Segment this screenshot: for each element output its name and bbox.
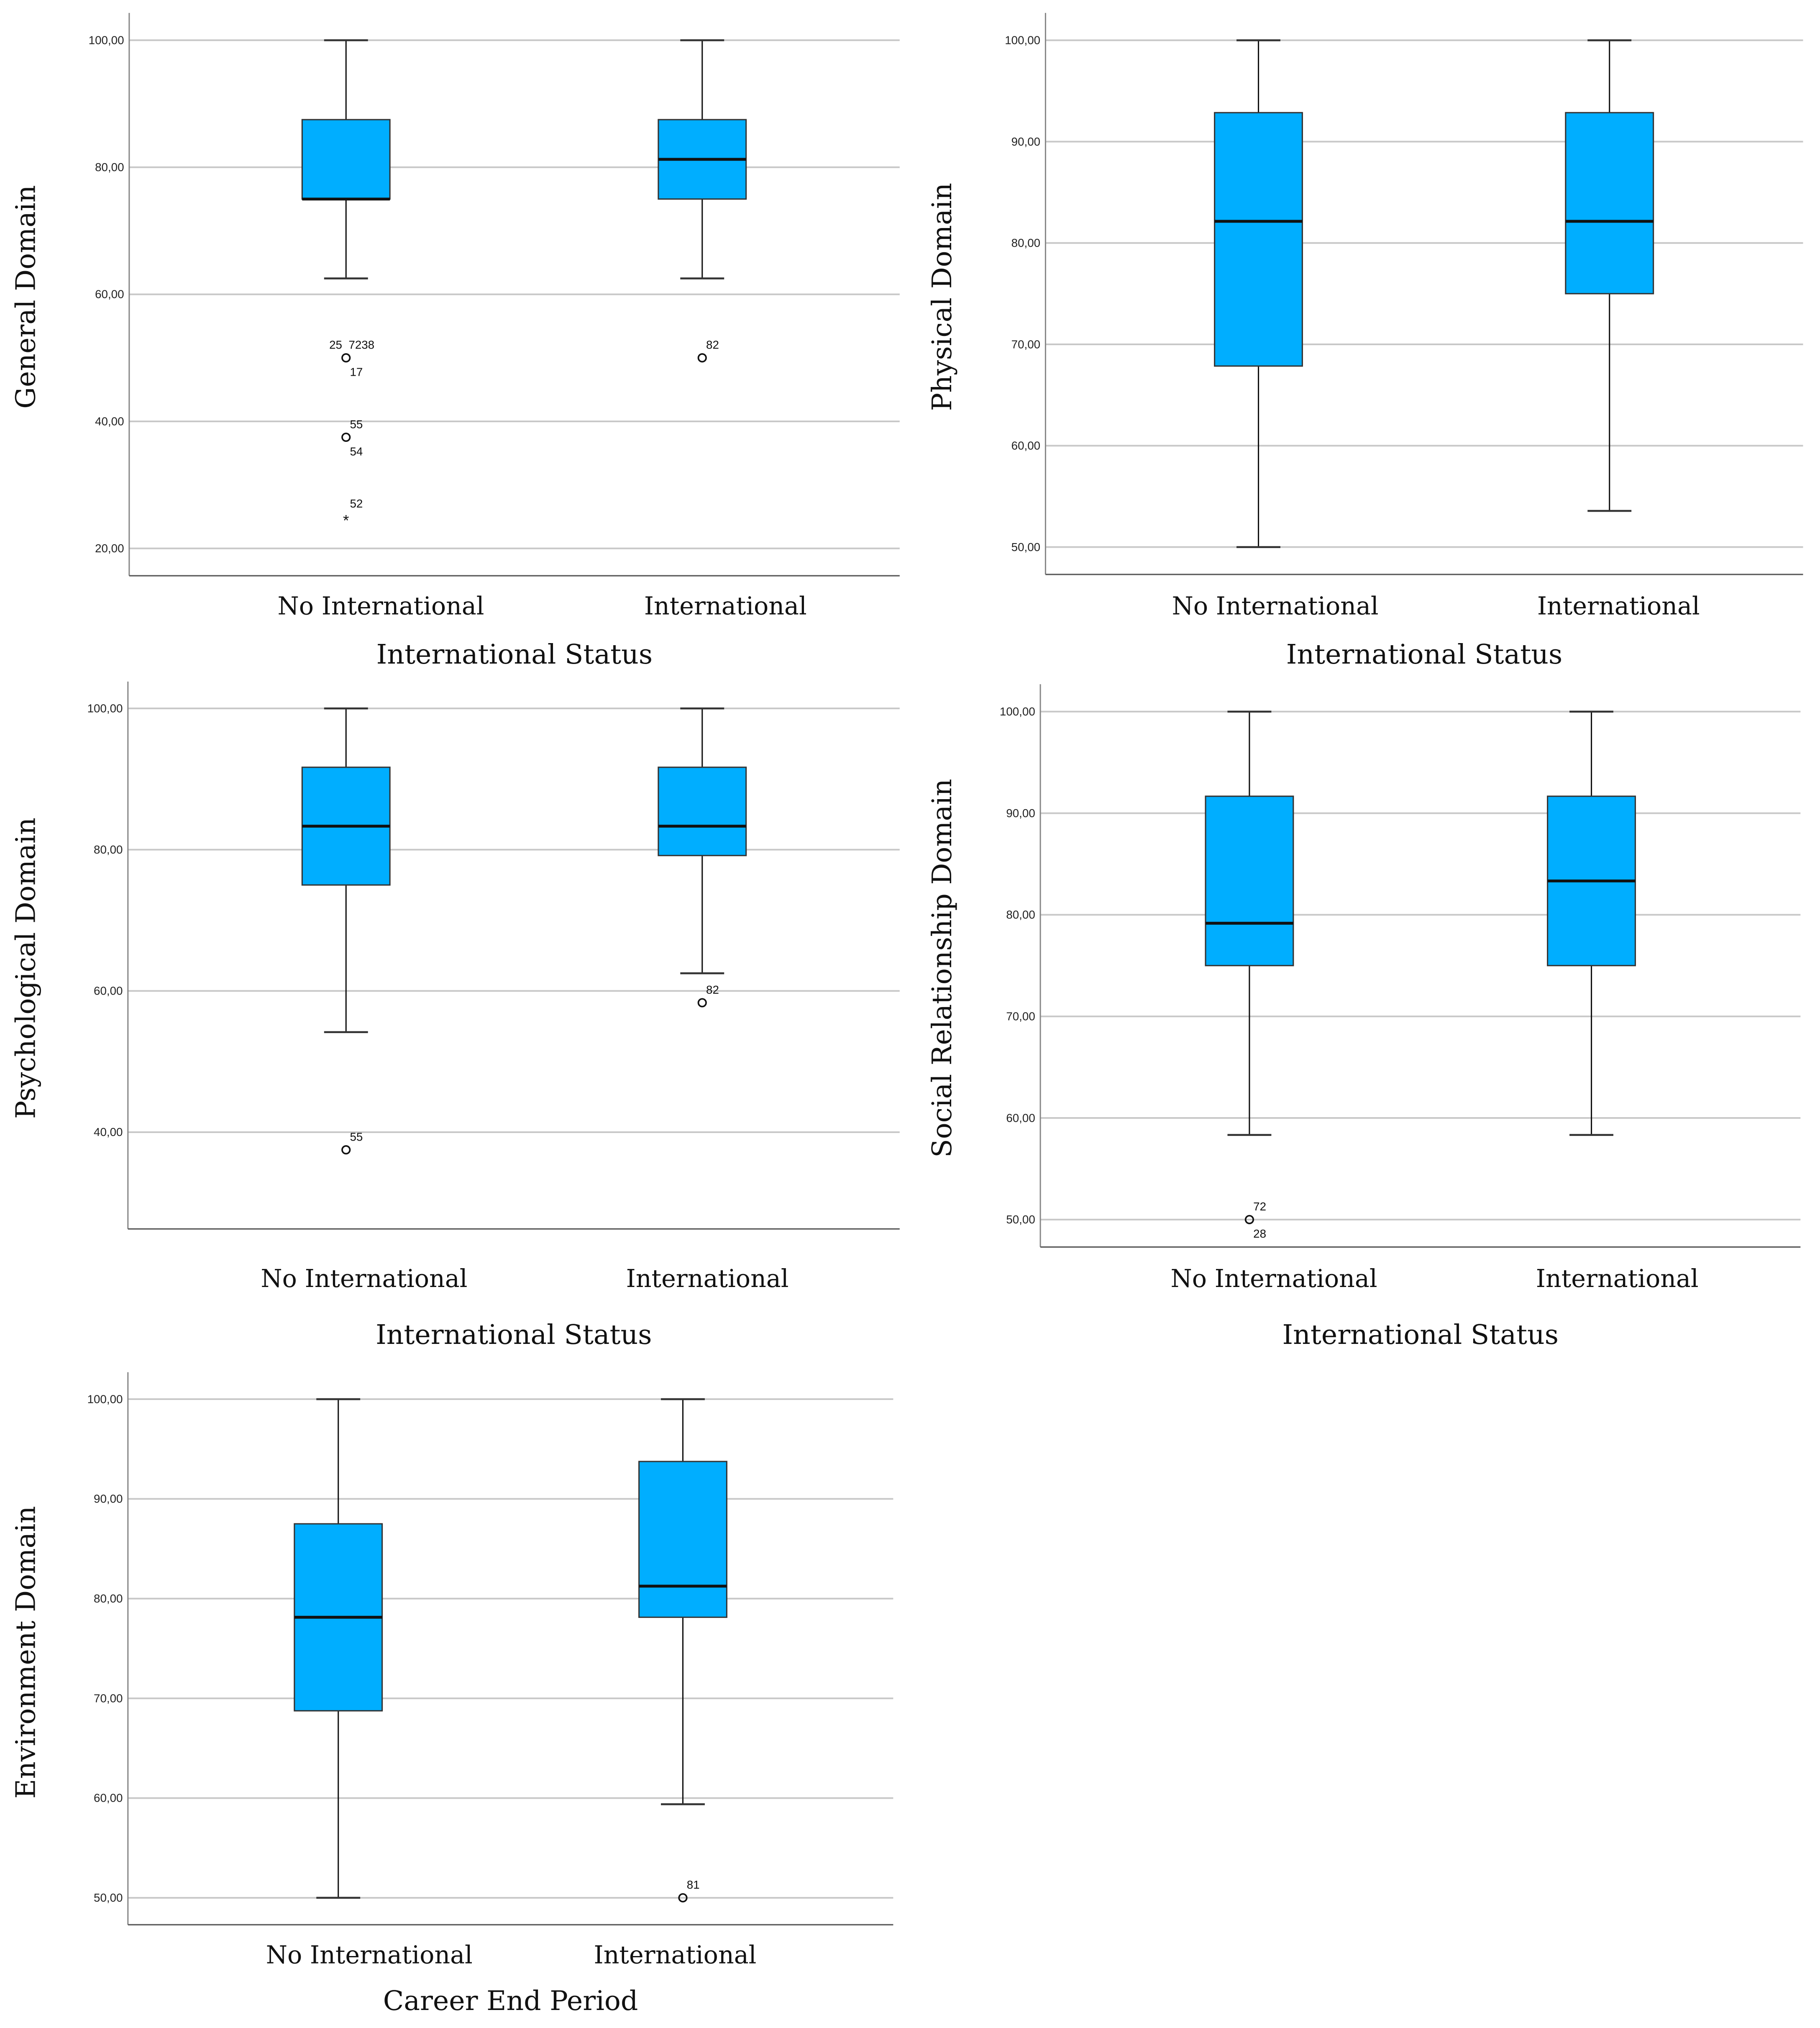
y-tick-label: 60,00 [94,985,123,997]
outlier-marker [697,353,707,363]
outlier-label: 55 [350,418,363,431]
outlier-label: 52 [350,497,363,510]
y-tick-label: 100,00 [1005,34,1040,47]
boxplot-chart-1: 20,00 40,00 60,00 80,00 100,00 25 7238 17 55 54 *5… [10,13,900,670]
y-tick-label: 80,00 [95,161,124,174]
x-axis-title: International Status [1282,1319,1559,1351]
x-category-label: No International [277,592,484,620]
outlier-label: 81 [687,1878,700,1891]
x-category-label: International [626,1264,789,1293]
iqr-box [1214,112,1303,367]
boxplot-chart-3: 40,00 60,00 80,00 100,00 55 No International 8… [10,682,900,1351]
box-international [1565,39,1654,512]
y-tick-label: 70,00 [94,1692,123,1705]
y-tick-label: 20,00 [95,542,124,555]
y-tick-label: 90,00 [94,1492,123,1505]
y-tick-label: 100,00 [87,1392,123,1405]
x-category-label: International [1537,592,1700,620]
outlier-label: 17 [350,365,363,378]
iqr-box [1205,795,1294,967]
outlier-label: 25 [329,338,342,351]
extreme-outlier-marker: * [343,511,349,529]
y-tick-label: 70,00 [1006,1010,1035,1023]
outlier-marker [341,353,351,363]
y-axis-title: General Domain [10,185,42,408]
y-axis-title: Psychological Domain [10,818,42,1119]
boxplot-chart-5: 50,00 60,00 70,00 80,00 90,00 100,00 No Intern… [10,1372,893,2017]
y-tick-label: 50,00 [94,1891,123,1904]
x-axis-title: International Status [376,639,653,670]
x-category-label: International [594,1941,757,1969]
y-tick-label: 40,00 [95,415,124,428]
outlier-marker [678,1893,688,1902]
y-tick-label: 50,00 [1011,541,1040,554]
y-tick-label: 100,00 [89,33,124,46]
y-tick-label: 100,00 [1000,705,1035,718]
box-no-international: 72 28 [1205,710,1294,1240]
y-tick-label: 60,00 [1011,439,1040,452]
boxplot-chart-4: 50,00 60,00 70,00 80,00 90,00 100,00 72 28 No In… [927,684,1801,1351]
outlier-label: 72 [1253,1200,1266,1213]
y-tick-label: 60,00 [1006,1111,1035,1124]
iqr-box [301,119,391,200]
box-international: 81 [638,1398,727,1902]
outlier-label: 82 [706,338,719,351]
y-tick-label: 80,00 [94,843,123,856]
y-tick-label: 60,00 [95,288,124,301]
x-axis-title: International Status [376,1319,652,1351]
box-international: 82 [658,39,747,363]
y-tick-label: 90,00 [1006,807,1035,820]
box-no-international [1214,39,1303,548]
y-tick-label: 40,00 [94,1126,123,1138]
y-axis-title: Social Relationship Domain [927,779,958,1157]
x-category-label: No International [1171,1264,1377,1293]
y-axis-title: Physical Domain [927,183,958,411]
box-no-international [294,1398,383,1899]
y-tick-label: 80,00 [1011,236,1040,249]
y-tick-label: 70,00 [1011,338,1040,351]
iqr-box [658,767,747,856]
x-category-label: No International [1172,592,1379,620]
outlier-marker [341,1145,351,1155]
iqr-box [1565,112,1654,295]
y-tick-label: 80,00 [1006,908,1035,921]
y-tick-label: 60,00 [94,1792,123,1805]
box-international [1547,710,1636,1136]
y-tick-label: 80,00 [94,1592,123,1605]
y-tick-label: 90,00 [1011,135,1040,148]
outlier-label: 55 [350,1131,363,1143]
iqr-box [638,1461,727,1618]
y-tick-label: 100,00 [87,702,123,715]
outlier-label: 7238 [348,338,374,351]
x-axis-title: Career End Period [383,1985,638,2017]
x-category-label: No International [261,1264,467,1293]
x-category-label: International [1536,1264,1699,1293]
box-no-international: 25 7238 17 55 54 *52 [301,39,391,529]
y-tick-label: 50,00 [1006,1213,1035,1226]
box-no-international: 55 [301,707,391,1155]
x-axis-title: International Status [1286,639,1562,670]
outlier-label: 54 [350,445,363,458]
outlier-marker [1244,1215,1254,1224]
outlier-label: 28 [1253,1227,1266,1240]
x-category-label: International [644,592,807,620]
boxplot-chart-2: 50,00 60,00 70,00 80,00 90,00 100,00 No Intern… [927,13,1803,670]
outlier-marker [697,998,707,1008]
x-category-label: No International [266,1941,473,1969]
outlier-marker [341,432,351,442]
box-international: 82 [658,707,747,1008]
outlier-label: 82 [706,983,719,996]
y-axis-title: Environment Domain [10,1506,42,1799]
